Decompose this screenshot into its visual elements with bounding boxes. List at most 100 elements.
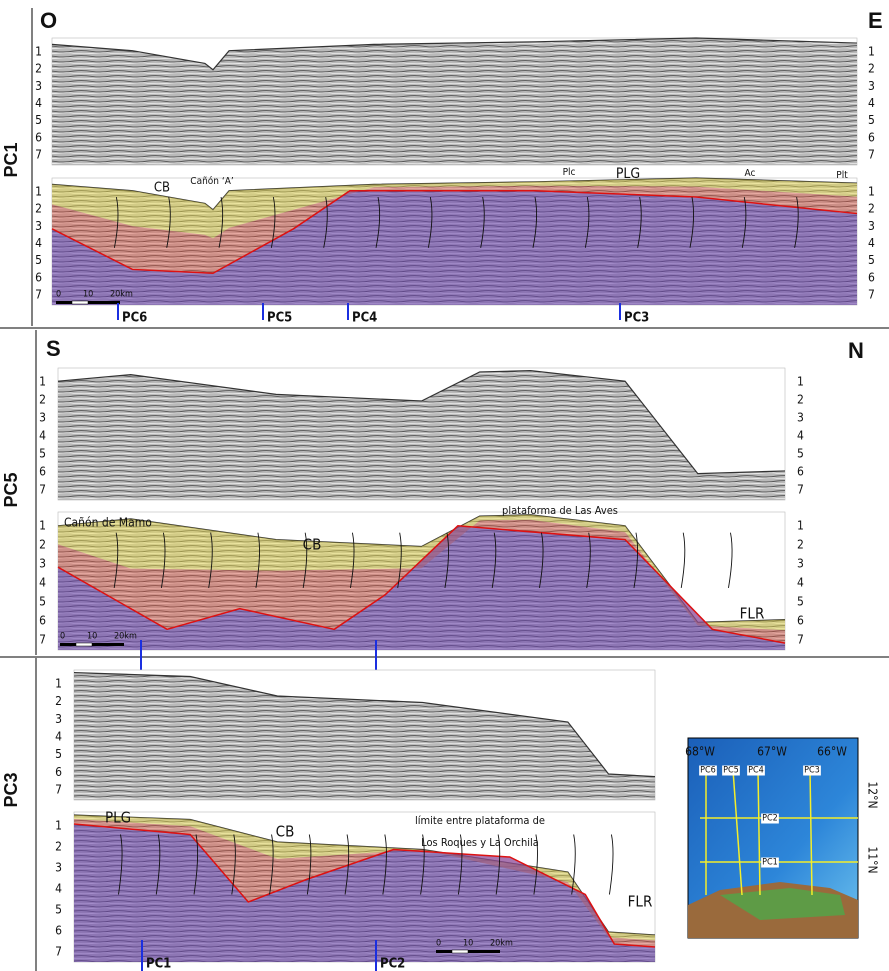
depth-label: 7 xyxy=(55,783,62,797)
depth-label: 4 xyxy=(868,236,875,250)
scale-bar xyxy=(71,300,89,305)
depth-label: 6 xyxy=(39,614,46,628)
depth-label: 7 xyxy=(35,288,42,302)
depth-label: 5 xyxy=(39,595,46,609)
annotation: Cañón de Mamo xyxy=(64,516,152,530)
fault xyxy=(375,196,381,248)
horizon xyxy=(51,189,858,275)
scale-label: 20km xyxy=(110,290,133,300)
annotation: CB xyxy=(154,181,170,196)
map-line-label: PC1 xyxy=(762,858,778,868)
scale-label: 10 xyxy=(87,632,97,642)
annotation: Los Roques y La Orchila xyxy=(421,836,539,849)
fault xyxy=(584,196,590,248)
depth-label: 5 xyxy=(39,447,46,461)
depth-label: 2 xyxy=(55,840,62,854)
fault xyxy=(728,532,733,588)
scale-label: 0 xyxy=(60,632,65,642)
depth-label: 2 xyxy=(868,62,875,76)
depth-label: 4 xyxy=(39,576,46,590)
layer-yellow xyxy=(52,178,857,239)
depth-label: 1 xyxy=(797,519,804,533)
fault xyxy=(218,196,224,248)
layer-basement xyxy=(58,525,785,650)
depth-label: 3 xyxy=(868,79,875,93)
depth-label: 3 xyxy=(39,411,46,425)
fault xyxy=(155,834,161,895)
depth-label: 7 xyxy=(868,288,875,302)
depth-label: 3 xyxy=(868,219,875,233)
fault xyxy=(193,834,199,895)
depth-label: 5 xyxy=(797,595,804,609)
fault xyxy=(532,196,538,248)
fault xyxy=(741,196,747,248)
panel-label: PC5 xyxy=(1,472,21,507)
fault xyxy=(571,834,576,895)
depth-label: 5 xyxy=(868,253,875,267)
scale-label: 0 xyxy=(436,939,441,949)
depth-label: 7 xyxy=(55,945,62,959)
orientation: N xyxy=(848,338,864,363)
depth-label: 4 xyxy=(39,429,46,443)
map-land xyxy=(720,888,845,920)
crossing-label: PC5 xyxy=(267,311,292,326)
annotation: FLR xyxy=(740,605,765,623)
label-box xyxy=(803,765,821,776)
seismic xyxy=(52,38,857,165)
fault xyxy=(427,196,433,248)
depth-label: 6 xyxy=(39,465,46,479)
fault xyxy=(420,834,425,895)
annotation: Plt xyxy=(836,170,848,181)
annotation: CB xyxy=(303,536,322,554)
depth-label: 3 xyxy=(797,411,804,425)
label-box xyxy=(761,813,779,824)
annotation: límite entre plataforma de xyxy=(415,814,545,827)
depth-label: 4 xyxy=(797,576,804,590)
fault xyxy=(680,532,686,588)
annotation: Plc xyxy=(563,167,576,178)
layer-basement xyxy=(52,190,857,305)
fault xyxy=(323,196,328,248)
lat-label: 12°N xyxy=(866,781,880,808)
map-line-label: PC3 xyxy=(804,766,820,776)
orientation: E xyxy=(868,8,883,33)
depth-label: 6 xyxy=(35,130,42,144)
fault xyxy=(208,532,213,588)
depth-label: 6 xyxy=(55,924,62,938)
depth-label: 1 xyxy=(35,185,42,199)
fault xyxy=(491,532,497,588)
seismic xyxy=(58,370,785,500)
depth-label: 6 xyxy=(797,465,804,479)
map-line-label: PC6 xyxy=(700,766,716,776)
depth-label: 1 xyxy=(868,45,875,59)
scale-bar xyxy=(75,642,93,647)
depth-label: 1 xyxy=(868,185,875,199)
depth-label: 3 xyxy=(35,219,42,233)
depth-label: 5 xyxy=(55,903,62,917)
map-line xyxy=(757,769,761,896)
map-line-label: PC4 xyxy=(748,766,764,776)
annotation: PLG xyxy=(105,809,131,827)
fault xyxy=(533,834,538,895)
scale-bar xyxy=(451,949,469,954)
depth-label: 1 xyxy=(39,519,46,533)
seafloor xyxy=(51,177,858,211)
depth-label: 2 xyxy=(39,393,46,407)
depth-label: 6 xyxy=(868,130,875,144)
fault xyxy=(586,532,591,588)
depth-label: 4 xyxy=(797,429,804,443)
scale-label: 20km xyxy=(114,632,137,642)
horizon xyxy=(57,525,786,644)
annotation: FLR xyxy=(628,893,653,911)
depth-label: 3 xyxy=(797,557,804,571)
depth-label: 2 xyxy=(55,694,62,708)
map-line xyxy=(809,769,813,896)
scale-label: 10 xyxy=(83,290,93,300)
depth-label: 2 xyxy=(39,538,46,552)
annotation: Cañón ‘A’ xyxy=(190,175,234,187)
seafloor xyxy=(51,37,858,71)
fault xyxy=(444,532,449,588)
depth-label: 5 xyxy=(55,747,62,761)
fault xyxy=(270,196,276,248)
